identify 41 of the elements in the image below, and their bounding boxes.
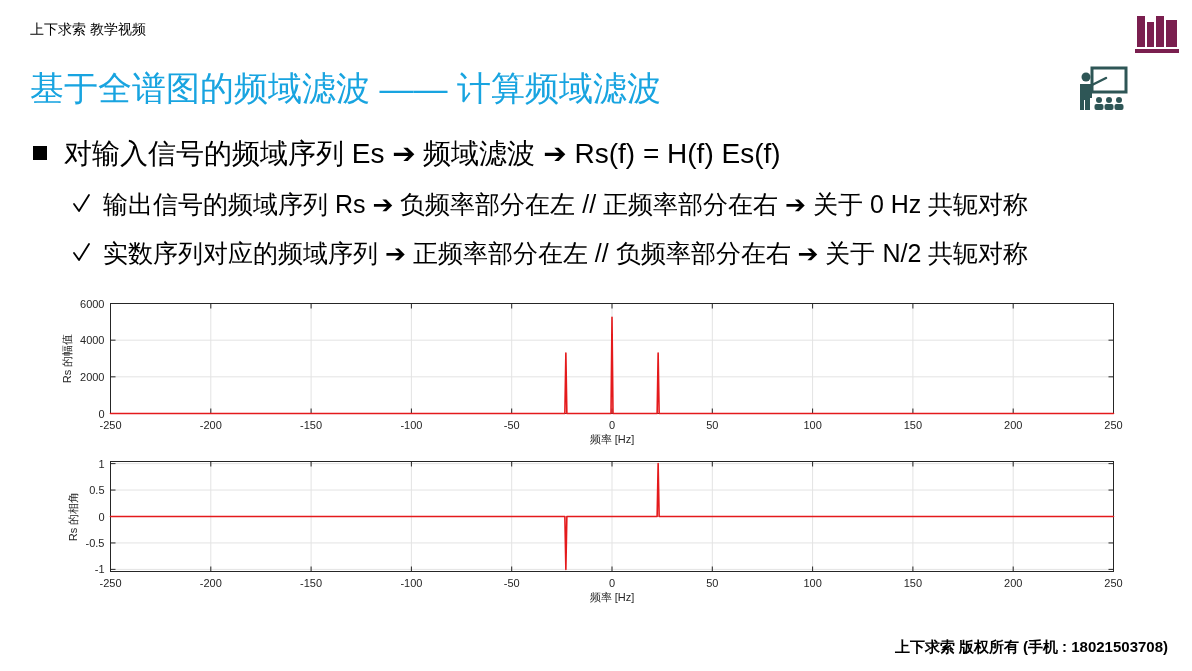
y-axis-title: Rs 的相角 <box>66 491 79 542</box>
x-tick-label: 200 <box>1004 576 1023 589</box>
y-tick-label: 1 <box>98 457 105 470</box>
x-axis-title: 频率 [Hz] <box>589 432 635 445</box>
x-tick-label: 100 <box>803 576 822 589</box>
x-tick-label: 100 <box>803 418 822 431</box>
x-tick-label: 150 <box>903 576 923 589</box>
x-tick-label: -200 <box>199 576 222 589</box>
text: 上下求索 教学视频 <box>30 21 146 37</box>
x-tick-label: 200 <box>1004 418 1023 431</box>
x-tick-label: 0 <box>608 576 616 589</box>
y-tick-label: -0.5 <box>85 536 105 549</box>
text: 对输入信号的频域序列 Es ➔ 频域滤波 ➔ Rs(f) = H(f) Es(f) <box>64 138 781 169</box>
x-tick-label: 150 <box>903 418 923 431</box>
text: 实数序列对应的频域序列 ➔ 正频率部分在左 // 负频率部分在右 ➔ 关于 N/2 共轭对称 <box>103 239 1029 267</box>
x-tick-label: 250 <box>1104 576 1123 589</box>
text: 输出信号的频域序列 Rs ➔ 负频率部分在左 // 正频率部分在右 ➔ 关于 0 Hz 共轭对称 <box>103 190 1029 218</box>
x-tick-label: -100 <box>400 576 423 589</box>
x-tick-label: 50 <box>706 576 719 589</box>
x-tick-label: -100 <box>400 418 423 431</box>
y-tick-label: 0.5 <box>89 484 105 497</box>
y-tick-label: 6000 <box>80 297 105 310</box>
x-tick-label: -200 <box>199 418 222 431</box>
x-tick-label: -150 <box>300 418 323 431</box>
y-tick-label: 0 <box>98 510 105 523</box>
x-axis-title: 频率 [Hz] <box>589 590 635 603</box>
y-tick-label: 4000 <box>80 334 105 347</box>
chart-title: 基于全谱图的频域滤波 —— 计算频域滤波 <box>30 69 661 107</box>
text: 上下求索 版权所有 (手机 : 18021503708) <box>893 638 1168 655</box>
y-tick-label: 2000 <box>80 370 105 383</box>
y-tick-label: -1 <box>94 563 105 576</box>
y-axis-title: Rs 的幅值 <box>61 333 74 384</box>
x-tick-label: 50 <box>706 418 719 431</box>
x-tick-label: -150 <box>300 576 323 589</box>
x-tick-label: 250 <box>1104 418 1123 431</box>
x-tick-label: -50 <box>503 418 520 431</box>
x-tick-label: -50 <box>503 576 520 589</box>
x-tick-label: -250 <box>99 576 122 589</box>
x-tick-label: 0 <box>608 418 616 431</box>
x-tick-label: -250 <box>99 418 122 431</box>
y-tick-label: 0 <box>98 407 105 420</box>
